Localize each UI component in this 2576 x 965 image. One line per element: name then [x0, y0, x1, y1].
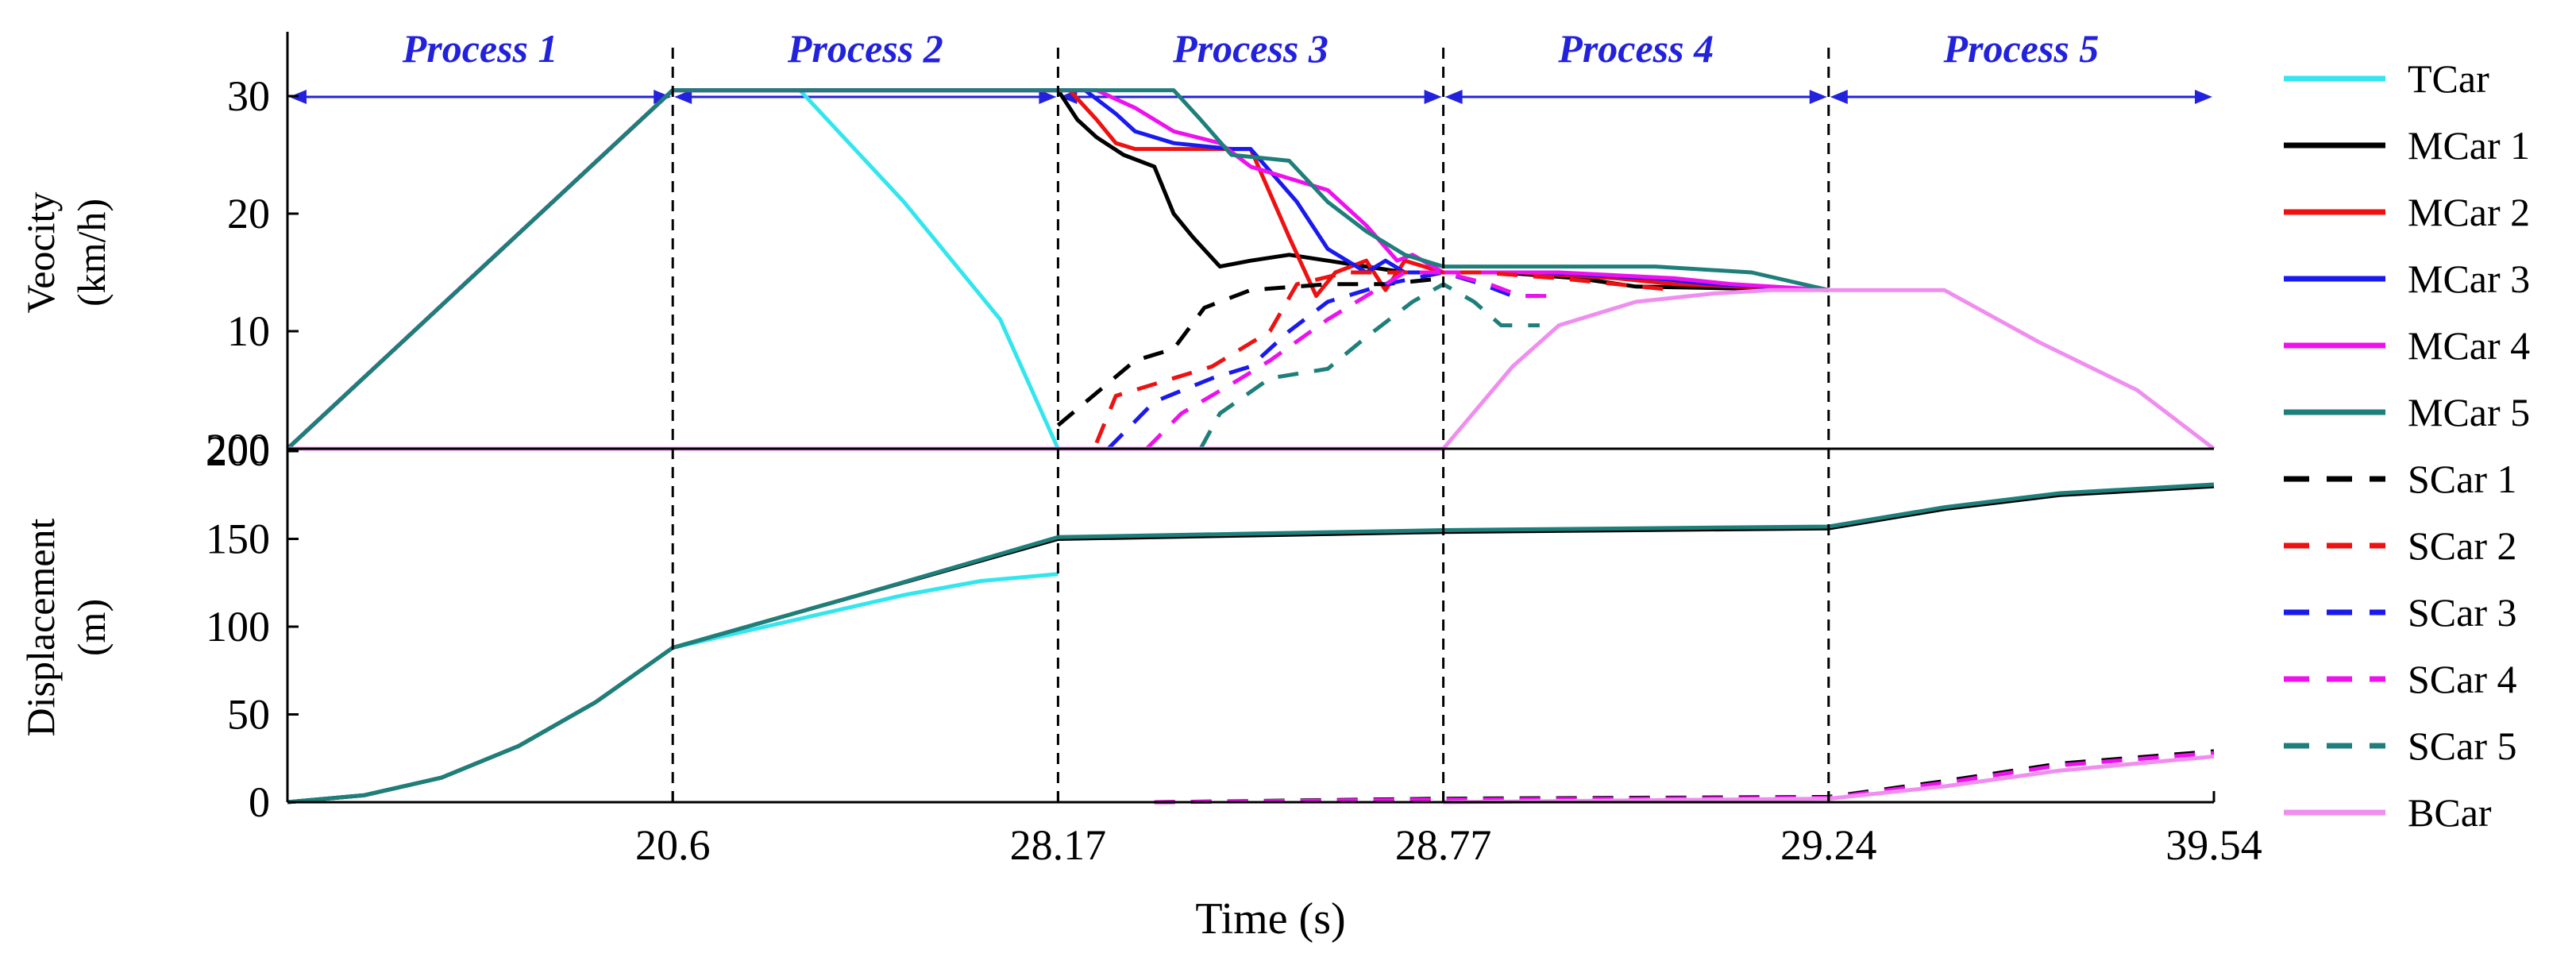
velocity-ylabel-unit: (km/h) — [69, 199, 114, 307]
process-label: Process 2 — [787, 26, 943, 71]
velocity-line-mcar-4 — [286, 88, 1829, 450]
velocity-panel: 10 20 30 200 Veocity (km/h) — [18, 72, 2215, 473]
x-tick-label: 29.24 — [1780, 821, 1877, 869]
x-tick-label: 28.77 — [1395, 821, 1492, 869]
process-arrow-right-head — [1039, 90, 1057, 104]
legend-label: SCar 4 — [2408, 657, 2517, 701]
velocity-ylabel: Veocity — [18, 192, 63, 314]
x-ticks: 20.6 28.17 28.77 29.24 39.54 — [635, 791, 2262, 869]
process-brackets: Process 1 Process 2 Process 3 Process 4 Proc… — [289, 26, 2212, 104]
displacement-y-ticks: 0 50 100 150 200 — [206, 427, 299, 826]
legend-label: BCar — [2408, 790, 2492, 835]
velocity-line-scar-5 — [1198, 282, 1540, 450]
displacement-line-mcar-5 — [287, 482, 2215, 805]
y-tick-label: 200 — [206, 425, 270, 473]
x-tick-label: 20.6 — [635, 821, 711, 869]
x-tick-label: 28.17 — [1010, 821, 1107, 869]
legend-label: MCar 1 — [2408, 123, 2530, 168]
displacement-ylabel-unit: (m) — [69, 599, 114, 656]
x-tick-label: 39.54 — [2165, 821, 2262, 869]
velocity-line-scar-2 — [1094, 270, 1675, 444]
process-arrow-right-head — [1809, 90, 1827, 104]
y-tick-label: 100 — [206, 603, 270, 650]
velocity-series — [286, 88, 2215, 451]
process-arrow-right-head — [2195, 90, 2212, 104]
legend-label: SCar 2 — [2408, 523, 2517, 568]
process-label: Process 1 — [402, 26, 558, 71]
velocity-y-ticks: 10 20 30 200 — [206, 72, 299, 473]
velocity-line-bcar — [287, 288, 2215, 451]
displacement-line-bcar — [1443, 755, 2215, 805]
y-tick-label: 30 — [227, 72, 270, 120]
process-arrow-left-head — [1444, 90, 1463, 104]
process-arrow-right-head — [654, 90, 672, 104]
y-tick-label: 200 — [206, 427, 270, 475]
legend-label: SCar 5 — [2408, 724, 2517, 768]
velocity-line-mcar-5 — [286, 88, 1830, 450]
y-tick-label: 50 — [227, 691, 270, 739]
displacement-line-scar-1 — [1154, 749, 2215, 805]
legend-label: MCar 3 — [2408, 257, 2530, 301]
y-tick-label: 150 — [206, 515, 270, 563]
velocity-line-scar-4 — [1145, 270, 1560, 450]
process-arrow-left-head — [1830, 90, 1848, 104]
displacement-line-scar-4 — [1154, 751, 2215, 805]
process-label: Process 5 — [1942, 26, 2099, 71]
frame — [286, 32, 2214, 804]
legend-label: MCar 5 — [2408, 390, 2530, 434]
displacement-series — [287, 482, 2215, 805]
legend-label: TCar — [2408, 56, 2489, 101]
legend: TCar MCar 1 MCar 2 MCar 3 MCar 4 MCar 5 SCar 1… — [2284, 56, 2530, 835]
velocity-line-scar-1 — [1056, 276, 1444, 427]
y-tick-label: 20 — [227, 190, 270, 237]
legend-label: SCar 3 — [2408, 590, 2517, 635]
process-arrow-right-head — [1424, 90, 1442, 104]
y-tick-label: 0 — [249, 778, 270, 826]
displacement-panel: 0 50 100 150 200 Displacement (m) — [18, 427, 2215, 826]
legend-label: SCar 1 — [2408, 457, 2517, 501]
velocity-line-scar-3 — [1106, 270, 1540, 450]
y-tick-label: 10 — [227, 307, 270, 355]
x-axis-label: Time (s) — [1195, 894, 1345, 944]
process-label: Process 4 — [1557, 26, 1714, 71]
process-arrow-left-head — [674, 90, 692, 104]
displacement-ylabel: Displacement — [18, 518, 63, 736]
legend-label: MCar 4 — [2408, 323, 2530, 368]
legend-label: MCar 2 — [2408, 190, 2530, 234]
process-label: Process 3 — [1172, 26, 1328, 71]
